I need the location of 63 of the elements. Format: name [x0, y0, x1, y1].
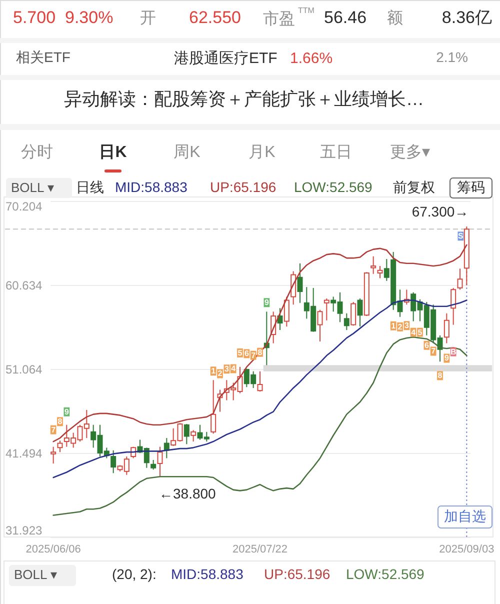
annotation: 2 — [218, 369, 223, 378]
text: MID:58.883 — [171, 566, 244, 582]
text: 62.550 — [189, 8, 241, 27]
x-tick-label: 2025/06/06 — [26, 544, 81, 556]
annotation: 4 — [231, 364, 236, 374]
x-tick-label: 2025/07/22 — [232, 544, 288, 556]
text: MID:58.883 — [115, 179, 188, 195]
annotation: 加自选 — [444, 508, 486, 524]
text: 额 — [387, 9, 403, 27]
y-tick-label: 41.494 — [6, 446, 43, 460]
text: UP:65.196 — [264, 566, 330, 582]
text: 日线 — [76, 179, 104, 195]
annotation: 5 — [418, 328, 423, 337]
annotation: 8 — [438, 371, 443, 380]
text: 9.30% — [65, 8, 114, 27]
annotation: 3 — [404, 321, 410, 330]
y-tick-label: 60.634 — [6, 278, 43, 292]
y-tick-label: 70.204 — [6, 200, 43, 214]
text: 1.66% — [290, 50, 333, 67]
text: 港股通医疗ETF — [174, 50, 278, 67]
text: 异动解读：配股筹资＋产能扩张＋业绩增长… — [64, 89, 424, 109]
y-tick-label: 51.064 — [6, 362, 43, 376]
text: 五日 — [320, 144, 352, 161]
annotation: 2 — [398, 322, 403, 332]
text: 周K — [174, 144, 201, 161]
annotation: 5 — [238, 348, 243, 358]
text: BOLL ▾ — [11, 180, 54, 195]
text: LOW:52.569 — [294, 179, 373, 195]
text: LOW:52.569 — [346, 566, 425, 582]
text: 56.46 — [324, 8, 367, 27]
text: UP:65.196 — [210, 179, 276, 195]
annotation: 7 — [431, 346, 436, 356]
annotation: S — [458, 232, 464, 241]
annotation: 6 — [424, 340, 430, 350]
annotation: 9 — [264, 298, 270, 308]
annotation: 9 — [64, 407, 70, 416]
annotation: 9 — [444, 354, 450, 363]
text: (20, 2): — [112, 566, 156, 582]
text: 日K — [99, 144, 128, 161]
annotation: ←38.800 — [159, 486, 216, 502]
text: 5.700 — [13, 8, 56, 27]
annotation: 8 — [58, 417, 63, 426]
annotation: 4 — [411, 328, 416, 337]
annotation: 6 — [244, 349, 250, 358]
text: 筹码 — [457, 179, 485, 195]
annotation: 3 — [224, 364, 230, 374]
text: 月K — [248, 144, 276, 161]
text: 2.1% — [436, 49, 468, 65]
annotation: 67.300→ — [412, 203, 469, 220]
annotation: 1 — [211, 366, 216, 376]
x-tick-label: 2025/09/03 — [439, 544, 494, 556]
text: 开 — [140, 10, 156, 27]
text: 更多▾ — [390, 143, 430, 161]
annotation: 1 — [391, 321, 396, 330]
text: 前复权 — [393, 179, 435, 195]
annotation: B — [450, 347, 456, 356]
text: 分时 — [21, 143, 53, 161]
annotation: 7 — [251, 350, 256, 360]
text: BOLL ▾ — [14, 567, 58, 582]
text: 相关ETF — [16, 49, 70, 65]
annotation: 7 — [51, 425, 56, 434]
y-tick-label: 31.923 — [6, 524, 43, 538]
text: 8.36亿 — [442, 8, 492, 27]
